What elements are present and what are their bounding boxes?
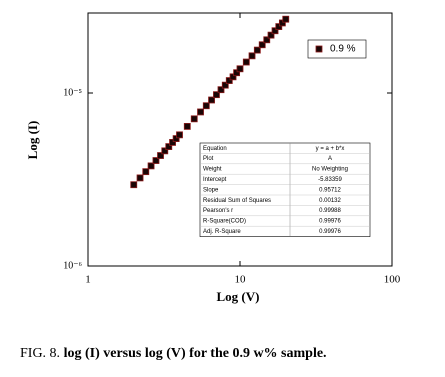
data-point [161,147,169,155]
caption: FIG. 8. log (I) versus log (V) for the 0… [20,346,327,361]
data-point [242,58,250,66]
y-tick-label: 10⁻⁵ [63,87,82,98]
data-point [169,139,176,146]
fit-table-label: Plot [203,156,214,162]
fit-table-label: Pearson's r [203,208,233,214]
fit-table-value: 0.95712 [319,187,341,193]
fit-table-value: 0.99976 [319,219,341,225]
x-tick-label: 10 [235,274,247,286]
x-tick-label: 1 [85,274,91,286]
data-point [176,131,183,139]
data-point [217,86,225,94]
data-point [157,152,164,159]
data-point [147,162,155,170]
data-point [152,157,160,164]
fit-table-label: Residual Sum of Squares [203,198,271,204]
fit-table-value: No Weighting [312,167,348,173]
data-point [271,27,279,35]
fit-table-label: Weight [203,167,222,173]
data-point [282,15,290,23]
data-point [142,168,150,176]
caption-label: FIG. 8. [20,346,60,361]
fit-table-value: -5.83359 [318,177,342,183]
data-point [208,96,215,104]
data-point [202,102,210,110]
data-point [229,73,237,81]
data-point [253,46,261,54]
y-axis-label: Log (I) [25,121,40,160]
fit-table-label: R-Square(COD) [203,219,246,225]
data-point [236,65,244,73]
fit-table-value: 0.00132 [319,198,341,204]
data-point [267,31,275,39]
fit-table-box [199,142,371,237]
caption-text: log (I) versus log (V) for the 0.9 w% sa… [64,346,327,361]
fit-table-label: Equation [203,146,227,152]
fit-table-label: Adj. R-Square [203,229,241,235]
data-point [213,91,220,99]
data-point [197,108,204,116]
legend: 0.9 % [307,39,367,59]
data-point [136,174,144,182]
data-point [275,23,283,30]
y-tick-label: 10⁻⁶ [63,260,82,271]
fit-table: Equation y = a + b*x Plot A Weight No Weighti… [199,142,371,237]
legend-marker [315,45,323,53]
data-point [183,123,191,130]
fit-table-label: Intercept [203,177,227,183]
data-point [248,52,256,60]
data-point [263,36,271,44]
data-point [190,115,198,123]
legend-box [307,39,367,59]
fit-table-value: 0.99976 [319,229,341,235]
x-tick-label: 100 [384,274,401,286]
fit-table-value: 0.99988 [319,208,341,214]
data-point [165,143,173,150]
fit-table-value: y = a + b*x [316,146,345,152]
data-point [130,181,138,189]
legend-label: 0.9 % [330,44,356,55]
data-point [225,77,233,84]
fit-table-label: Slope [203,187,219,193]
data-point [258,41,266,49]
fit-table-value: A [328,156,332,162]
data-point [221,81,229,89]
x-axis-label: Log (V) [217,289,260,304]
